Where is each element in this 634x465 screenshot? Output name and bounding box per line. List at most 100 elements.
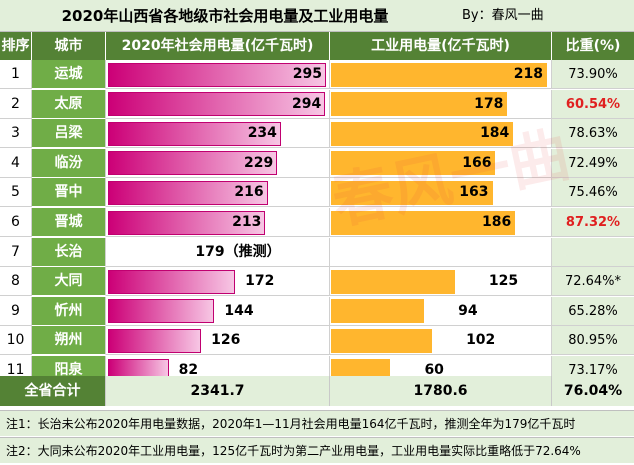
social-value-label: 172 [245, 273, 275, 290]
title-row [0, 0, 634, 32]
industrial-cell [330, 296, 552, 326]
rank-cell: 7 [0, 237, 32, 267]
city-cell: 长治 [32, 237, 106, 267]
industrial-value-label: 163 [459, 184, 489, 201]
total-industrial: 1780.6 [330, 376, 552, 406]
rank-cell: 3 [0, 119, 32, 149]
social-value-label: 216 [234, 184, 264, 201]
ratio-cell: 73.90% [552, 60, 634, 89]
industrial-cell [330, 178, 552, 208]
page-title: 2020年山西省各地级市社会用电量及工业用电量 [61, 7, 389, 25]
rank-cell: 5 [0, 178, 32, 208]
ratio-cell: 65.28% [552, 296, 634, 326]
industrial-bar [331, 92, 508, 117]
industrial-cell [330, 119, 552, 149]
total-social: 2341.7 [106, 376, 330, 406]
city-cell: 临汾 [32, 148, 106, 178]
rank-cell: 10 [0, 326, 32, 356]
ratio-cell: 87.32% [552, 208, 634, 237]
industrial-bar [331, 269, 455, 294]
industrial-cell [330, 208, 552, 237]
industrial-bar [331, 121, 514, 146]
industrial-bar [331, 180, 493, 205]
ratio-cell: 80.95% [552, 326, 634, 356]
ratio-cell [552, 237, 634, 267]
industrial-bar [331, 328, 433, 353]
social-cell [106, 267, 330, 297]
social-value-label: 82 [178, 362, 199, 378]
industrial-value-label: 94 [458, 302, 478, 319]
social-bar [108, 299, 215, 324]
social-value-label: 126 [211, 332, 241, 349]
industrial-cell [330, 267, 552, 297]
industrial-value-label: 186 [482, 214, 512, 230]
ratio-cell: 72.49% [552, 148, 634, 178]
social-cell [106, 148, 330, 178]
industrial-value-label: 166 [462, 154, 492, 171]
industrial-bar [331, 210, 516, 235]
industrial-cell [330, 237, 552, 267]
city-cell: 晋城 [32, 208, 106, 237]
industrial-value-label: 178 [474, 95, 504, 112]
header-ratio: 比重(%) [552, 32, 634, 60]
social-bar [108, 62, 326, 87]
industrial-bar [331, 151, 496, 176]
social-cell [106, 326, 330, 356]
social-value-label: 144 [224, 302, 254, 319]
industrial-value-label: 102 [466, 332, 496, 349]
industrial-cell [330, 60, 552, 89]
header-city: 城市 [32, 32, 106, 60]
rank-cell: 4 [0, 148, 32, 178]
social-bar [108, 180, 268, 205]
social-cell [106, 178, 330, 208]
city-cell: 大同 [32, 267, 106, 297]
industrial-cell [330, 326, 552, 356]
city-cell: 忻州 [32, 296, 106, 326]
rank-cell: 1 [0, 60, 32, 89]
industrial-bar [331, 299, 425, 324]
city-cell: 太原 [32, 89, 106, 119]
social-bar [108, 151, 278, 176]
header-rank: 排序 [0, 32, 32, 60]
ratio-cell: 78.63% [552, 119, 634, 149]
ratio-cell: 60.54% [552, 89, 634, 119]
social-cell [106, 296, 330, 326]
city-cell: 朔州 [32, 326, 106, 356]
note-1: 注1：长治未公布2020年用电量数据，2020年1—11月社会用电量164亿千瓦… [0, 410, 634, 436]
rank-cell: 9 [0, 296, 32, 326]
social-bar [108, 92, 326, 117]
author-label: By：春风一曲 [462, 8, 544, 23]
header-social: 2020年社会用电量(亿千瓦时) [106, 32, 330, 60]
industrial-cell [330, 148, 552, 178]
ratio-cell: 72.64%* [552, 267, 634, 297]
social-value-label: 229 [243, 154, 274, 171]
social-cell [106, 208, 330, 237]
industrial-value-label: 184 [480, 125, 510, 142]
city-cell: 运城 [32, 60, 106, 89]
social-bar [108, 328, 202, 353]
rank-cell: 2 [0, 89, 32, 119]
social-bar [108, 269, 236, 294]
ratio-cell: 75.46% [552, 178, 634, 208]
rank-cell: 8 [0, 267, 32, 297]
social-value-label: 294 [292, 95, 322, 112]
social-bar [108, 210, 266, 235]
social-cell [106, 237, 330, 267]
note-2: 注2：大同未公布2020年工业用电量，125亿千瓦时为第二产业用电量，工业用电量… [0, 437, 634, 463]
industrial-value-label: 218 [513, 66, 543, 82]
industrial-bar [331, 62, 547, 87]
social-cell [106, 89, 330, 119]
social-value-label: 234 [247, 125, 277, 142]
total-ratio: 76.04% [552, 376, 634, 406]
industrial-cell [330, 89, 552, 119]
social-value-label: 179（推测） [195, 243, 281, 260]
social-cell [106, 119, 330, 149]
social-bar [108, 121, 281, 146]
social-value-label: 213 [232, 214, 262, 230]
city-cell: 吕梁 [32, 119, 106, 149]
social-cell [106, 60, 330, 89]
city-cell: 晋中 [32, 178, 106, 208]
rank-cell: 6 [0, 208, 32, 237]
industrial-value-label: 60 [424, 362, 444, 378]
